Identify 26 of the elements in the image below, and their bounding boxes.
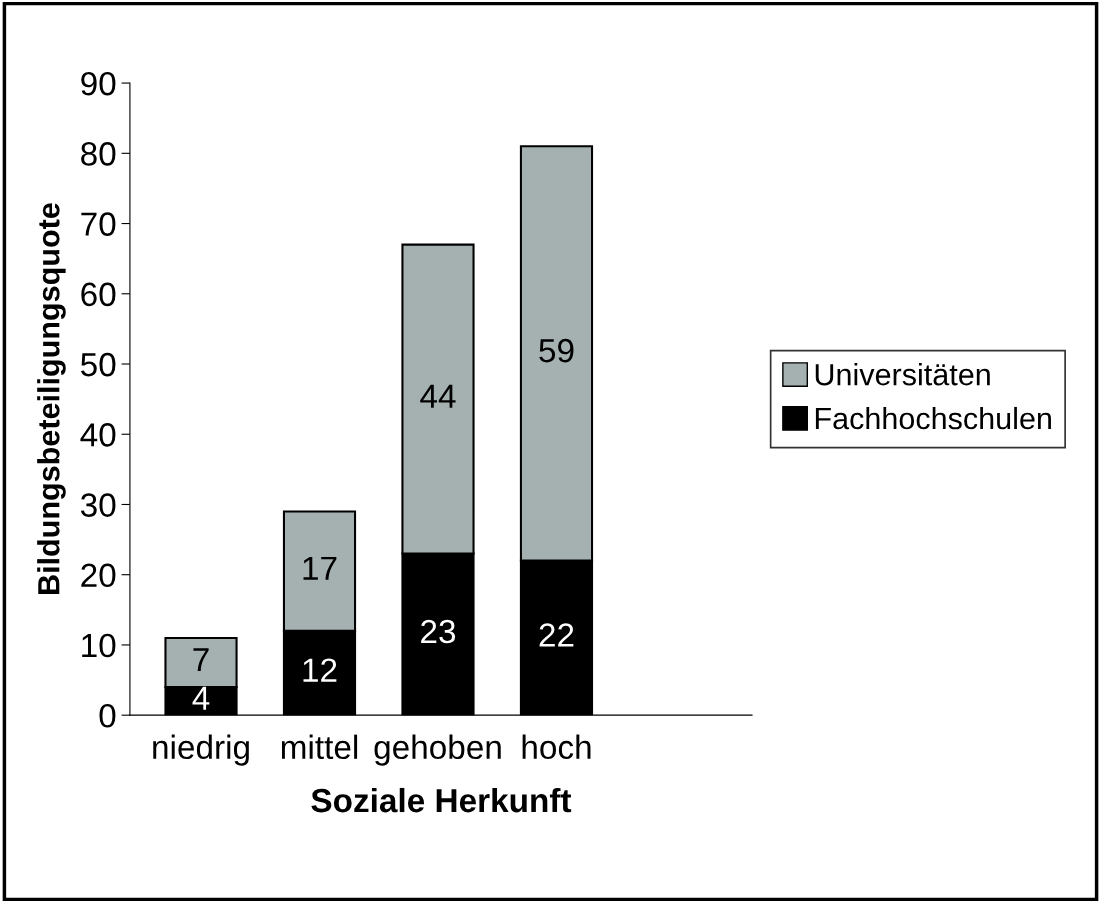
y-tick-label: 80 [81, 142, 116, 166]
y-tick-label: 90 [81, 71, 116, 96]
y-tick-label: 50 [80, 352, 116, 377]
legend-label: Fachhochschulen [815, 406, 1051, 430]
data-label: 23 [421, 619, 456, 644]
x-tick-label: niedrig [153, 734, 249, 766]
data-label: 44 [420, 384, 456, 408]
y-axis-title: Bildungsbeteiligungsquote [37, 203, 66, 594]
x-axis-title: Soziale Herkunft [311, 787, 572, 813]
x-tick-label: gehoben [374, 734, 501, 766]
y-tick-label: 70 [81, 212, 116, 236]
data-label: 22 [539, 623, 574, 647]
data-label: 12 [303, 658, 337, 682]
x-tick-label: hoch [522, 734, 591, 760]
y-tick-label: 60 [81, 282, 116, 307]
data-label: 17 [303, 556, 337, 580]
y-tick-label: 0 [99, 703, 116, 728]
y-tick-label: 10 [82, 633, 116, 658]
y-tick-label: 30 [80, 493, 116, 517]
x-tick-label: mittel [281, 734, 358, 760]
data-label: 4 [192, 686, 210, 710]
y-tick-label: 20 [81, 563, 116, 588]
y-tick-label: 40 [80, 423, 116, 447]
data-label: 7 [193, 648, 209, 672]
data-label: 59 [539, 338, 574, 363]
legend-label: Universitäten [815, 363, 990, 386]
